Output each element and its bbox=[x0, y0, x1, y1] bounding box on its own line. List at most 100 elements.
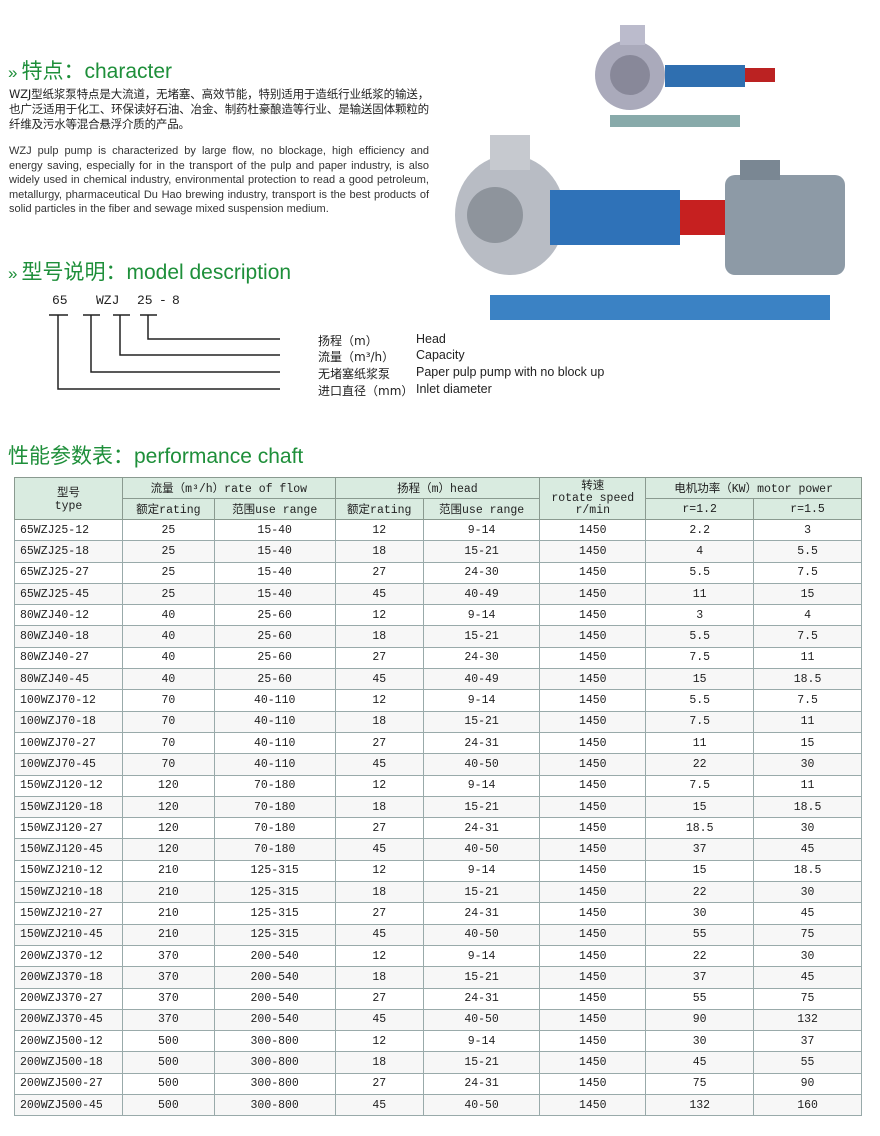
cell-type: 150WZJ120-27 bbox=[14, 817, 123, 840]
cell-flow-range: 125-315 bbox=[213, 923, 336, 946]
cell-power-r15: 15 bbox=[753, 582, 862, 606]
table-row: 150WZJ210-12 210 125-315 12 9-14 1450 15 18.5 bbox=[14, 859, 862, 883]
cell-power-r12: 18.5 bbox=[645, 817, 755, 840]
cell-power-r15: 11 bbox=[753, 710, 862, 733]
cell-flow-range: 25-60 bbox=[213, 668, 336, 691]
cell-flow-rating: 40 bbox=[122, 625, 215, 648]
cell-speed: 1450 bbox=[539, 582, 647, 606]
table-row: 200WZJ370-18 370 200-540 18 15-21 1450 37 45 bbox=[14, 966, 862, 989]
cell-power-r12: 75 bbox=[645, 1072, 755, 1096]
header-r15: r=1.5 bbox=[753, 498, 862, 520]
header-power: 电机功率（KW）motor power bbox=[645, 477, 862, 499]
cell-type: 80WZJ40-27 bbox=[14, 646, 123, 670]
cell-head-rating: 27 bbox=[334, 987, 424, 1010]
cell-flow-rating: 500 bbox=[122, 1094, 215, 1117]
cell-flow-range: 40-110 bbox=[213, 710, 336, 733]
cell-flow-range: 200-540 bbox=[213, 944, 336, 968]
cell-flow-range: 70-180 bbox=[213, 817, 336, 840]
cell-speed: 1450 bbox=[539, 518, 647, 542]
cell-speed: 1450 bbox=[539, 1008, 647, 1032]
table-row: 100WZJ70-12 70 40-110 12 9-14 1450 5.5 7.5 bbox=[14, 689, 862, 712]
cell-power-r15: 18.5 bbox=[753, 668, 862, 691]
cell-flow-range: 125-315 bbox=[213, 881, 336, 904]
legend-head-en: Head bbox=[416, 332, 446, 346]
cell-head-range: 15-21 bbox=[422, 625, 541, 648]
cell-speed: 1450 bbox=[539, 731, 647, 755]
cell-power-r15: 5.5 bbox=[753, 540, 862, 563]
table-row: 65WZJ25-45 25 15-40 45 40-49 1450 11 15 bbox=[14, 582, 862, 606]
cell-power-r15: 18.5 bbox=[753, 859, 862, 883]
cell-speed: 1450 bbox=[539, 689, 647, 712]
cell-power-r12: 15 bbox=[645, 859, 755, 883]
cell-power-r12: 3 bbox=[645, 604, 755, 627]
cell-head-range: 15-21 bbox=[422, 710, 541, 733]
cell-speed: 1450 bbox=[539, 1030, 647, 1053]
cell-flow-rating: 70 bbox=[122, 689, 215, 712]
table-row: 200WZJ370-12 370 200-540 12 9-14 1450 22 30 bbox=[14, 944, 862, 968]
cell-flow-rating: 120 bbox=[122, 817, 215, 840]
header-head-range: 范围use range bbox=[422, 498, 541, 520]
cell-power-r15: 4 bbox=[753, 604, 862, 627]
cell-head-rating: 12 bbox=[334, 859, 424, 883]
header-speed-zh: 转速 bbox=[581, 479, 605, 493]
table-row: 100WZJ70-27 70 40-110 27 24-31 1450 11 15 bbox=[14, 731, 862, 755]
cell-head-range: 40-50 bbox=[422, 838, 541, 861]
header-r12: r=1.2 bbox=[645, 498, 755, 520]
cell-head-range: 40-49 bbox=[422, 668, 541, 691]
cell-type: 150WZJ120-12 bbox=[14, 774, 123, 797]
cell-power-r15: 160 bbox=[753, 1094, 862, 1117]
cell-type: 150WZJ210-18 bbox=[14, 881, 123, 904]
table-row: 150WZJ210-27 210 125-315 27 24-31 1450 30 45 bbox=[14, 902, 862, 925]
cell-head-rating: 12 bbox=[334, 689, 424, 712]
cell-flow-range: 15-40 bbox=[213, 540, 336, 563]
cell-speed: 1450 bbox=[539, 795, 647, 819]
cell-power-r15: 7.5 bbox=[753, 625, 862, 648]
header-speed: 转速 rotate speed r/min bbox=[539, 477, 647, 520]
cell-flow-range: 300-800 bbox=[213, 1072, 336, 1096]
cell-power-r12: 37 bbox=[645, 966, 755, 989]
cell-power-r12: 15 bbox=[645, 668, 755, 691]
model-title: 型号说明：model description bbox=[21, 261, 292, 284]
cell-head-range: 15-21 bbox=[422, 1051, 541, 1074]
cell-flow-rating: 370 bbox=[122, 944, 215, 968]
header-speed-en: rotate speed r/min bbox=[551, 491, 635, 517]
cell-power-r12: 15 bbox=[645, 795, 755, 819]
character-text-en: WZJ pulp pump is characterized by large … bbox=[9, 145, 429, 215]
table-row: 150WZJ120-18 120 70-180 18 15-21 1450 15 18.5 bbox=[14, 795, 862, 819]
pump-image-large bbox=[455, 135, 845, 320]
cell-power-r15: 55 bbox=[753, 1051, 862, 1074]
cell-head-range: 40-50 bbox=[422, 1008, 541, 1032]
code-type: WZJ bbox=[96, 293, 120, 308]
cell-type: 200WZJ370-27 bbox=[14, 987, 123, 1010]
cell-flow-rating: 120 bbox=[122, 774, 215, 797]
cell-speed: 1450 bbox=[539, 987, 647, 1010]
cell-head-rating: 45 bbox=[334, 1008, 424, 1032]
cell-power-r15: 90 bbox=[753, 1072, 862, 1096]
table-row: 100WZJ70-45 70 40-110 45 40-50 1450 22 30 bbox=[14, 753, 862, 776]
cell-power-r15: 15 bbox=[753, 731, 862, 755]
cell-flow-rating: 500 bbox=[122, 1072, 215, 1096]
code-dash: - bbox=[159, 293, 167, 308]
table-row: 80WZJ40-12 40 25-60 12 9-14 1450 3 4 bbox=[14, 604, 862, 627]
cell-type: 80WZJ40-18 bbox=[14, 625, 123, 648]
cell-flow-range: 40-110 bbox=[213, 689, 336, 712]
code-flow: 25 bbox=[137, 293, 153, 308]
cell-type: 150WZJ210-27 bbox=[14, 902, 123, 925]
cell-head-rating: 27 bbox=[334, 817, 424, 840]
cell-head-range: 40-50 bbox=[422, 923, 541, 946]
cell-head-range: 40-50 bbox=[422, 1094, 541, 1117]
table-row: 200WZJ370-27 370 200-540 27 24-31 1450 55 75 bbox=[14, 987, 862, 1010]
table-row: 200WZJ370-45 370 200-540 45 40-50 1450 90 132 bbox=[14, 1008, 862, 1032]
cell-speed: 1450 bbox=[539, 710, 647, 733]
cell-head-range: 9-14 bbox=[422, 604, 541, 627]
character-heading: » 特点：character bbox=[8, 55, 172, 85]
cell-head-range: 9-14 bbox=[422, 944, 541, 968]
cell-type: 80WZJ40-12 bbox=[14, 604, 123, 627]
cell-head-rating: 27 bbox=[334, 1072, 424, 1096]
cell-power-r12: 7.5 bbox=[645, 774, 755, 797]
table-row: 150WZJ120-45 120 70-180 45 40-50 1450 37 45 bbox=[14, 838, 862, 861]
cell-head-range: 24-31 bbox=[422, 731, 541, 755]
cell-head-rating: 12 bbox=[334, 1030, 424, 1053]
cell-type: 200WZJ370-45 bbox=[14, 1008, 123, 1032]
cell-head-range: 24-31 bbox=[422, 902, 541, 925]
